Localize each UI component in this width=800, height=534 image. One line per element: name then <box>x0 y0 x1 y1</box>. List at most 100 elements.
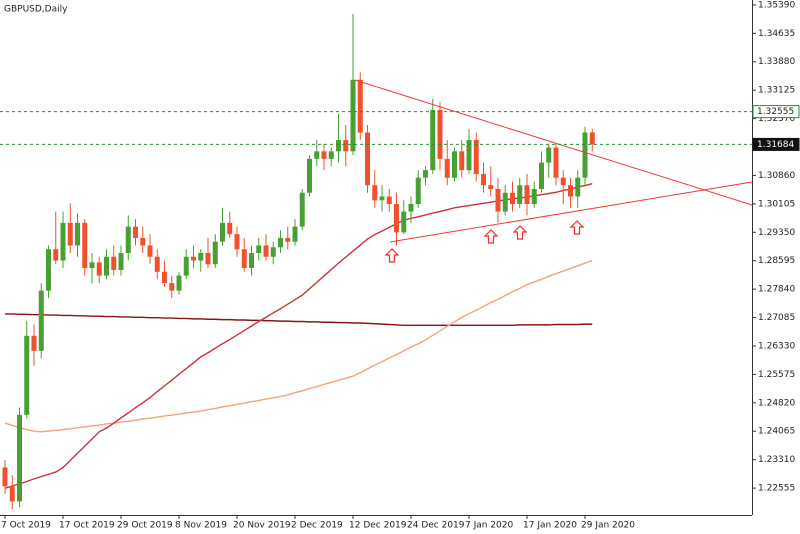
y-tick-label: 1.24065 <box>758 427 795 437</box>
candle-body <box>278 237 283 248</box>
candle-body <box>140 237 146 246</box>
candle-body <box>539 162 544 189</box>
candle-body <box>285 237 291 242</box>
x-tick-label: 29 Oct 2019 <box>117 521 173 531</box>
y-tick-label: 1.22555 <box>758 484 795 494</box>
candle-body <box>125 226 131 253</box>
candle-body <box>212 241 218 265</box>
y-tick-label: 1.33125 <box>758 86 795 96</box>
candle-body <box>357 79 363 133</box>
candle-body <box>17 414 22 502</box>
candle-body <box>321 151 327 159</box>
candle-body <box>241 249 247 269</box>
price-label: 1.31684 <box>757 140 794 150</box>
arrows <box>384 220 585 263</box>
candle-body <box>459 151 465 171</box>
y-tick-label: 1.24820 <box>758 398 795 408</box>
candle-body <box>546 147 552 163</box>
candle-body <box>9 486 15 502</box>
candle-body <box>510 192 515 205</box>
candle-body <box>183 256 189 276</box>
trendline <box>354 79 753 206</box>
candle-body <box>415 177 421 205</box>
y-tick-label: 1.33880 <box>758 57 795 67</box>
candle-body <box>111 256 117 270</box>
candle-body <box>198 252 204 261</box>
candle-body <box>560 177 566 186</box>
candle-body <box>386 196 392 205</box>
y-tick-label: 1.25575 <box>758 370 795 380</box>
candle-body <box>481 173 486 186</box>
y-tick-label: 1.28595 <box>758 256 795 266</box>
y-tick-label: 1.23310 <box>758 455 795 465</box>
candle-body <box>154 256 160 272</box>
candle-body <box>176 275 182 291</box>
candle-body <box>495 188 501 212</box>
candle-body <box>205 252 211 265</box>
y-tick-label: 1.30860 <box>758 171 795 181</box>
x-tick-label: 8 Nov 2019 <box>175 521 227 531</box>
candle-body <box>394 204 399 233</box>
y-tick-label: 1.27085 <box>758 313 795 323</box>
candle-body <box>379 196 385 201</box>
candle-body <box>118 252 124 270</box>
y-tick-label: 1.29350 <box>758 228 795 238</box>
candle-body <box>423 170 428 178</box>
y-tick-label: 1.32370 <box>758 114 795 124</box>
candle-body <box>60 222 66 261</box>
candle-body <box>343 140 349 152</box>
candle-body <box>75 222 80 246</box>
up-arrow <box>569 220 585 235</box>
candle-body <box>89 262 95 269</box>
x-tick-label: 17 Oct 2019 <box>59 521 115 531</box>
up-arrow <box>512 225 528 240</box>
candle-body <box>169 283 175 291</box>
candle-body <box>473 140 479 174</box>
candle-body <box>408 204 414 212</box>
candle-body <box>466 140 472 171</box>
candle-body <box>452 151 457 178</box>
candle-body <box>104 256 109 276</box>
x-tick-label: 2 Dec 2019 <box>291 521 343 531</box>
price-label-box <box>752 137 800 151</box>
candle-body <box>524 185 530 205</box>
x-tick-label: 24 Dec 2019 <box>407 521 465 531</box>
candle-body <box>582 132 588 178</box>
moving-average <box>5 313 593 326</box>
candle-body <box>38 290 44 351</box>
y-tick-label: 1.35390 <box>758 0 795 10</box>
candle-body <box>328 151 334 159</box>
candle-body <box>437 109 443 159</box>
candle-body <box>568 185 573 197</box>
x-tick-label: 12 Dec 2019 <box>349 521 407 531</box>
candle-body <box>444 158 450 178</box>
y-tick-label: 1.30105 <box>758 199 795 209</box>
candle-body <box>575 177 581 197</box>
x-tick-label: 7 Oct 2019 <box>1 521 51 531</box>
moving-average <box>4 259 593 433</box>
candle-body <box>365 132 370 186</box>
candle-body <box>299 192 305 227</box>
chart-title: GBPUSD,Daily <box>4 5 68 15</box>
candle-body <box>256 245 262 253</box>
candle-body <box>133 226 138 238</box>
up-arrow <box>384 248 400 263</box>
plot <box>2 13 595 509</box>
candle-body <box>488 185 494 189</box>
x-tick-label: 29 Jan 2020 <box>581 521 635 531</box>
price-label-box <box>752 105 800 119</box>
candle-body <box>263 245 269 257</box>
candle-body <box>147 245 153 257</box>
candle-body <box>234 234 240 250</box>
candle-body <box>336 140 341 152</box>
candle-body <box>249 252 254 269</box>
x-tick-label: 20 Nov 2019 <box>233 521 291 531</box>
candle-body <box>531 188 537 205</box>
candle-body <box>162 271 167 284</box>
y-tick-label: 1.26330 <box>758 341 795 351</box>
candle-body <box>372 185 378 201</box>
candle-body <box>46 249 51 291</box>
